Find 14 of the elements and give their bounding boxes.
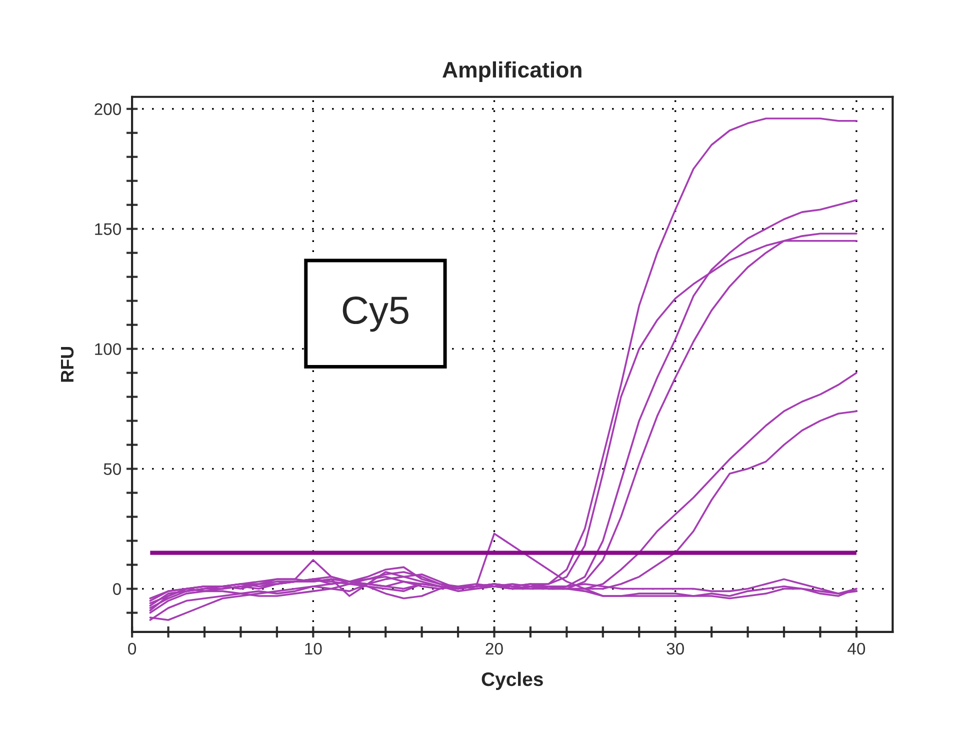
x-tick-label: 0	[128, 642, 136, 655]
y-tick-label: 100	[95, 343, 121, 356]
x-tick-label: 30	[666, 642, 684, 655]
y-tick-label: 200	[94, 103, 121, 116]
x-tick-label: 20	[486, 642, 503, 655]
x-tick-label: 40	[848, 642, 866, 655]
y-tick-label: 0	[113, 583, 121, 595]
chart-title: Amplification	[442, 61, 582, 82]
x-axis-title: Cycles	[482, 672, 543, 690]
y-tick-label: 150	[95, 223, 121, 236]
annotation: Cy5	[342, 296, 408, 332]
y-axis-title: RFU	[61, 346, 74, 382]
x-tick-label: 10	[305, 642, 322, 655]
y-tick-label: 50	[104, 463, 121, 476]
